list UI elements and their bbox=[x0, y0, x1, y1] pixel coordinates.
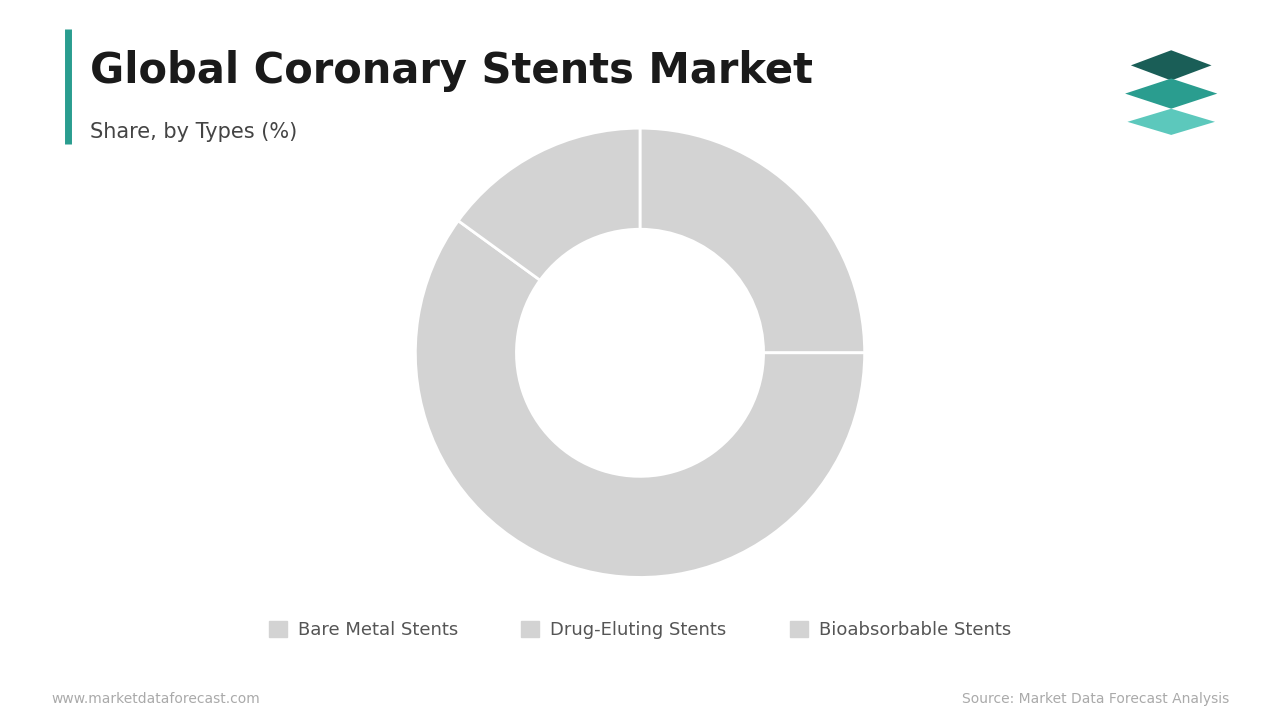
Polygon shape bbox=[1125, 78, 1217, 109]
Legend: Bare Metal Stents, Drug-Eluting Stents, Bioabsorbable Stents: Bare Metal Stents, Drug-Eluting Stents, … bbox=[262, 613, 1018, 646]
Text: www.marketdataforecast.com: www.marketdataforecast.com bbox=[51, 692, 260, 706]
Wedge shape bbox=[458, 128, 640, 280]
Polygon shape bbox=[1128, 109, 1215, 135]
Text: Source: Market Data Forecast Analysis: Source: Market Data Forecast Analysis bbox=[961, 692, 1229, 706]
Polygon shape bbox=[1132, 50, 1211, 81]
Wedge shape bbox=[640, 128, 865, 353]
Text: Global Coronary Stents Market: Global Coronary Stents Market bbox=[90, 50, 813, 92]
Text: Share, by Types (%): Share, by Types (%) bbox=[90, 122, 297, 143]
Wedge shape bbox=[416, 221, 865, 577]
